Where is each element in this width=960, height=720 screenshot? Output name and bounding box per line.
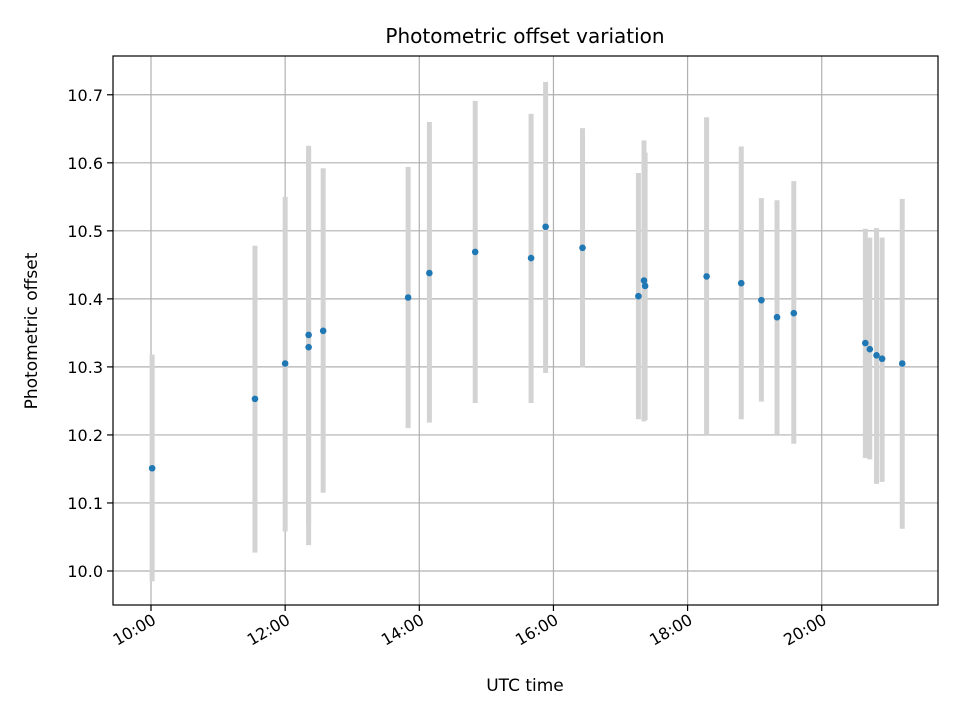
plot-frame xyxy=(112,55,939,606)
y-tick-label: 10.3 xyxy=(67,358,103,377)
y-tick-label: 10.6 xyxy=(67,154,103,173)
grid xyxy=(113,56,938,605)
data-point xyxy=(148,464,156,472)
chart-title: Photometric offset variation xyxy=(385,24,664,48)
data-point xyxy=(635,292,642,300)
y-tick-label: 10.5 xyxy=(67,222,103,241)
y-tick-label: 10.1 xyxy=(67,494,103,513)
data-point xyxy=(281,360,289,367)
data-point xyxy=(305,331,312,339)
data-point xyxy=(873,352,880,359)
data-point xyxy=(866,345,874,353)
data-point xyxy=(305,343,312,351)
data-points xyxy=(148,223,906,472)
y-tick-label: 10.2 xyxy=(67,426,103,445)
data-point xyxy=(640,277,648,284)
data-point xyxy=(471,248,479,256)
data-point xyxy=(542,223,549,231)
data-point xyxy=(737,279,745,287)
data-point xyxy=(404,294,412,301)
data-point xyxy=(426,269,433,277)
data-point xyxy=(251,395,259,403)
y-axis-title: Photometric offset xyxy=(22,252,42,409)
y-tick-label: 10.4 xyxy=(67,290,103,309)
data-point xyxy=(898,360,906,367)
data-point xyxy=(878,355,886,363)
data-point xyxy=(319,327,327,335)
data-point xyxy=(862,339,869,347)
data-point xyxy=(758,296,765,304)
data-point xyxy=(579,244,586,252)
data-point xyxy=(790,309,798,317)
y-tick-label: 10.0 xyxy=(67,562,103,581)
y-axis: 10.0 10.1 10.2 10.3 10.4 10.5 10.6 10.7 xyxy=(67,86,113,581)
data-point xyxy=(703,273,710,280)
y-tick-label: 10.7 xyxy=(67,86,103,105)
x-axis-title: UTC time xyxy=(486,676,564,696)
data-point xyxy=(527,254,535,262)
data-point xyxy=(773,313,781,321)
data-point xyxy=(641,282,649,290)
